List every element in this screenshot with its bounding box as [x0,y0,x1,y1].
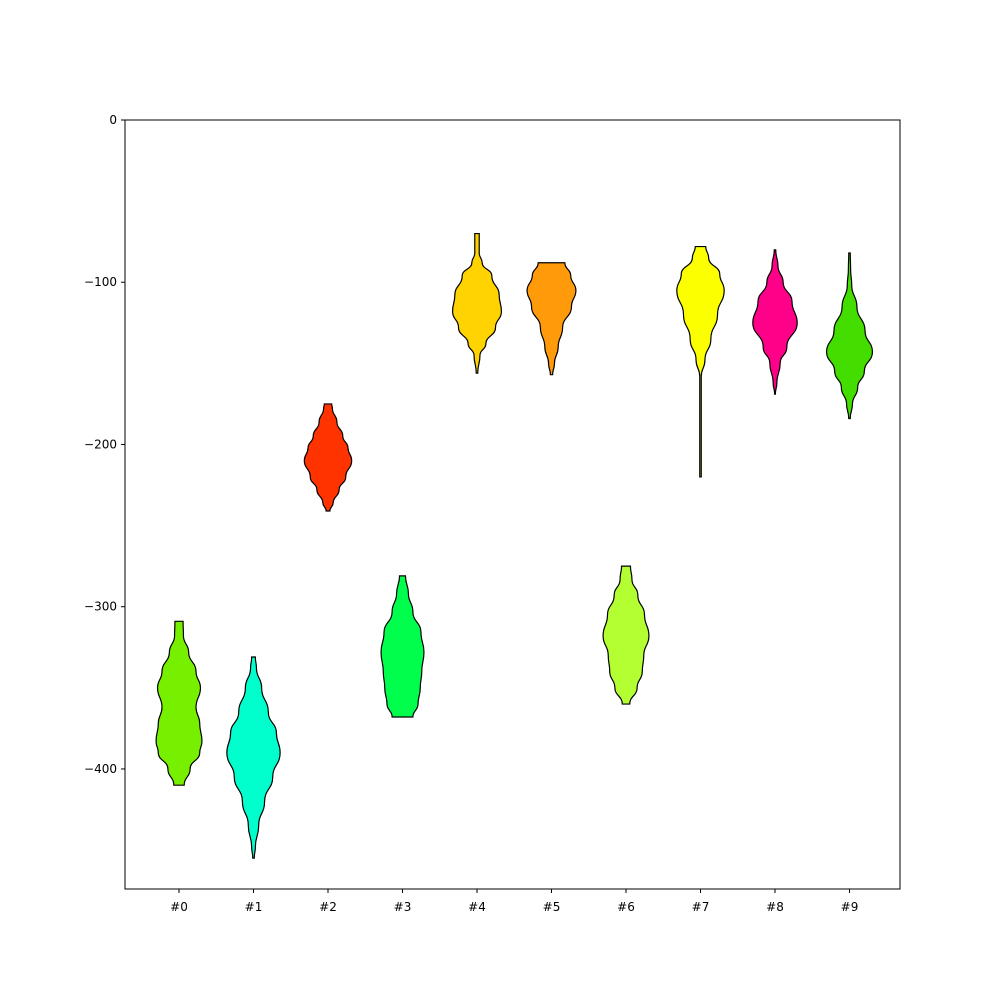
violin-3 [380,575,425,718]
violin-group [155,232,874,859]
y-tick-label: −300 [84,600,117,614]
plot-frame [124,119,901,890]
x-tick-label: #5 [543,900,561,914]
violin-9 [825,252,874,420]
x-tick-label: #1 [245,900,263,914]
violin-4 [451,232,503,374]
x-tick-label: #4 [468,900,486,914]
x-axis: #0 #1 #2 #3 #4 #5 #6 #7 #8 #9 [170,889,858,914]
y-tick-label: −200 [84,437,117,451]
x-tick-label: #3 [394,900,412,914]
y-tick-label: −400 [84,762,117,776]
y-axis: 0 −100 −200 −300 −400 [84,113,125,776]
violin-7 [676,245,725,478]
violin-6 [602,565,650,705]
x-tick-label: #8 [766,900,784,914]
violin-0 [155,620,203,786]
x-tick-label: #7 [692,900,710,914]
violin-5 [526,262,577,376]
violin-8 [752,249,798,395]
violin-2 [303,403,353,512]
x-tick-label: #2 [319,900,337,914]
x-tick-label: #9 [841,900,859,914]
violin-1 [226,656,281,859]
x-tick-label: #6 [617,900,635,914]
y-tick-label: −100 [84,275,117,289]
x-tick-label: #0 [170,900,188,914]
y-tick-label: 0 [109,113,117,127]
